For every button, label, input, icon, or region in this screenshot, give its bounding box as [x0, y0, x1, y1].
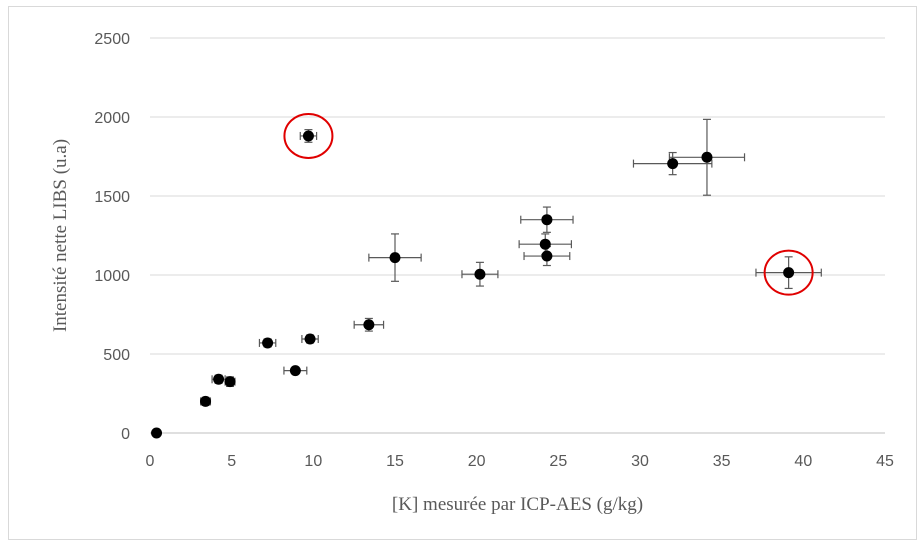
data-point — [783, 267, 795, 279]
x-tick-label: 35 — [713, 453, 731, 470]
data-point — [389, 252, 401, 264]
data-point — [151, 427, 163, 439]
y-tick-label: 2000 — [94, 110, 130, 127]
y-tick-label: 1000 — [94, 268, 130, 285]
data-point — [539, 238, 551, 250]
highlight-circle — [763, 249, 814, 296]
data-point — [213, 373, 225, 385]
data-point — [224, 376, 236, 388]
y-tick-labels: 0 500 1000 1500 2000 2500 — [94, 31, 130, 443]
data-point — [302, 130, 314, 142]
x-axis-title: [K] mesurée par ICP-AES (g/kg) — [392, 494, 643, 515]
data-point — [474, 268, 486, 280]
y-tick-label: 2500 — [94, 31, 130, 48]
x-tick-label: 45 — [876, 453, 894, 470]
x-tick-label: 25 — [549, 453, 567, 470]
error-bars — [200, 118, 822, 406]
highlight-circle — [283, 112, 334, 159]
x-tick-labels: 0 5 10 15 20 25 30 35 40 45 — [146, 453, 894, 470]
y-tick-label: 500 — [103, 347, 130, 364]
grid-lines — [150, 37, 885, 355]
y-tick-label: 1500 — [94, 189, 130, 206]
x-tick-label: 0 — [146, 453, 155, 470]
x-tick-label: 10 — [304, 453, 322, 470]
data-points — [151, 130, 795, 439]
data-point — [363, 319, 375, 331]
x-tick-label: 15 — [386, 453, 404, 470]
x-tick-label: 5 — [227, 453, 236, 470]
data-point — [701, 151, 713, 163]
data-point — [262, 337, 274, 349]
data-point — [541, 250, 553, 262]
data-point — [200, 395, 212, 407]
x-tick-label: 20 — [468, 453, 486, 470]
x-tick-label: 40 — [794, 453, 812, 470]
y-tick-label: 0 — [121, 426, 130, 443]
data-point — [289, 365, 301, 377]
x-tick-label: 30 — [631, 453, 649, 470]
data-point — [541, 214, 553, 226]
data-point — [667, 158, 679, 170]
data-point — [304, 333, 316, 345]
annotation-circles — [283, 112, 814, 296]
y-axis-title: Intensité nette LIBS (u.a) — [50, 139, 71, 332]
